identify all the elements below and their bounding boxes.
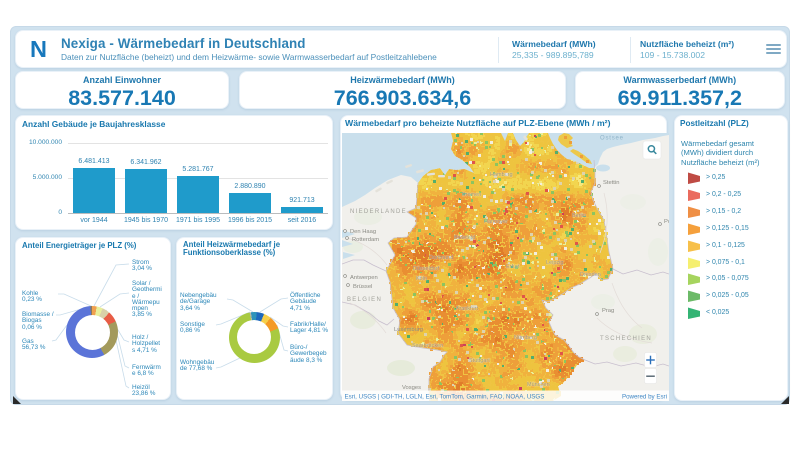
svg-text:Luxemburg: Luxemburg xyxy=(394,327,423,333)
svg-text:Powered by Esri: Powered by Esri xyxy=(622,394,667,401)
svg-text:Po: Po xyxy=(664,219,669,225)
svg-text:Stettin: Stettin xyxy=(603,180,619,186)
svg-text:Nürnberg: Nürnberg xyxy=(514,335,537,341)
svg-text:Rotterdam: Rotterdam xyxy=(352,237,379,243)
svg-text:Esri, USGS | GDI-TH, LGLN, Esr: Esri, USGS | GDI-TH, LGLN, Esri, TomTom,… xyxy=(345,394,545,401)
svg-text:Hamburg: Hamburg xyxy=(490,172,513,178)
svg-text:Köln: Köln xyxy=(416,276,427,282)
svg-text:Frankfurt: Frankfurt xyxy=(456,306,478,312)
svg-text:Dortmund: Dortmund xyxy=(429,255,453,261)
svg-text:TSCHECHIEN: TSCHECHIEN xyxy=(600,336,652,342)
svg-text:BELGIEN: BELGIEN xyxy=(347,297,382,303)
svg-text:Prag: Prag xyxy=(602,308,614,314)
svg-text:Antwerpen: Antwerpen xyxy=(350,275,378,281)
svg-text:NIEDERLANDE: NIEDERLANDE xyxy=(350,209,407,215)
svg-text:Berlin: Berlin xyxy=(572,213,586,219)
svg-text:Saarbrücken: Saarbrücken xyxy=(412,343,443,349)
svg-text:München: München xyxy=(527,382,550,388)
svg-text:Leipzig: Leipzig xyxy=(546,260,563,266)
svg-text:Dresden: Dresden xyxy=(580,272,601,278)
svg-text:Bielefeld: Bielefeld xyxy=(454,235,475,241)
svg-text:Erfurt: Erfurt xyxy=(506,264,520,270)
svg-text:Brüssel: Brüssel xyxy=(353,284,372,290)
svg-text:Düsseldorf: Düsseldorf xyxy=(413,266,440,272)
svg-text:Ostsee: Ostsee xyxy=(600,136,624,142)
svg-text:Den Haag: Den Haag xyxy=(350,229,376,235)
svg-text:Bremen: Bremen xyxy=(462,192,481,198)
svg-text:Hannover: Hannover xyxy=(484,219,508,225)
svg-text:Stuttgart: Stuttgart xyxy=(469,358,490,364)
svg-text:Vosges: Vosges xyxy=(402,385,421,391)
